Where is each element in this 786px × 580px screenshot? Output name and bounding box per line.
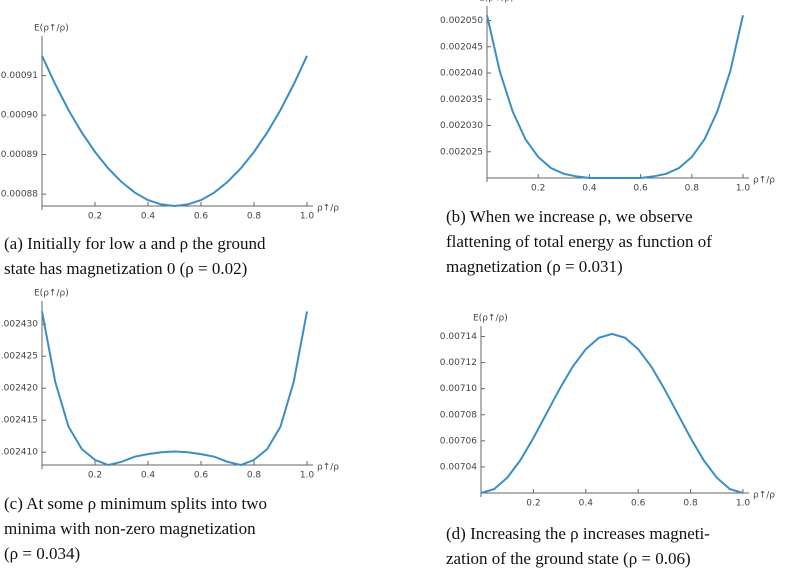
x-tick-label: 0.8 [247,212,262,222]
x-tick-label: 0.6 [631,499,646,509]
x-tick-label: 0.2 [531,184,545,194]
x-tick-label: 0.6 [633,184,648,194]
curve [41,311,308,467]
x-tick-label: 0.4 [582,184,597,194]
y-tick-label: 0.00089 [1,150,38,160]
x-tick-label: 0.8 [685,184,700,194]
x-tick-label: 1.0 [736,184,751,194]
x-tick-label: 0.2 [526,499,540,509]
caption: (b) When we increase ρ, we observe [446,207,693,226]
curve [486,15,744,179]
y-tick-label: 0.00708 [440,410,477,420]
y-tick-label: 0.00712 [440,358,477,368]
y-axis-label: E(ρ↑/ρ) [473,314,508,324]
caption: (c) At some ρ minimum splits into two [4,494,267,513]
x-tick-label: 0.4 [579,499,594,509]
y-axis-label: E(ρ↑/ρ) [34,289,69,299]
y-tick-label: 0.002045 [440,42,483,52]
x-axis-label: ρ↑/ρ [753,491,775,501]
x-tick-label: 1.0 [300,471,315,481]
x-tick-label: 0.2 [88,471,102,481]
x-tick-label: 1.0 [736,499,751,509]
y-tick-label: 0.002035 [440,95,483,105]
caption: (ρ = 0.034) [4,544,80,563]
x-tick-label: 0.6 [194,212,209,222]
x-axis-label: ρ↑/ρ [753,176,775,186]
x-tick-label: 0.8 [683,499,698,509]
y-tick-label: 0.002420 [0,384,38,394]
caption: (a) Initially for low a and ρ the ground [4,234,266,253]
caption: state has magnetization 0 (ρ = 0.02) [4,259,247,278]
y-tick-label: 0.002415 [0,416,38,426]
caption: flattening of total energy as function o… [446,232,712,251]
curve [480,332,744,494]
caption: minima with non-zero magnetization [4,519,256,538]
y-tick-label: 0.002025 [440,147,483,157]
caption: (d) Increasing the ρ increases magneti- [446,524,710,543]
y-tick-label: 0.00091 [1,71,38,81]
y-tick-label: 0.002410 [0,448,38,458]
y-tick-label: 0.00706 [440,436,477,446]
y-tick-label: 0.002430 [0,320,38,330]
x-tick-label: 0.2 [88,212,102,222]
y-tick-label: 0.00704 [440,462,477,472]
y-tick-label: 0.002040 [440,69,483,79]
caption: magnetization (ρ = 0.031) [446,257,623,276]
y-tick-label: 0.00088 [1,190,38,200]
y-tick-label: 0.002030 [440,121,483,131]
y-tick-label: 0.002050 [440,16,483,26]
y-tick-label: 0.00090 [1,111,38,121]
y-tick-label: 0.00710 [440,384,477,394]
curve [41,55,308,208]
y-axis-label: E(ρ↑/ρ) [479,0,514,4]
y-tick-label: 0.00714 [440,332,477,342]
x-tick-label: 0.4 [141,212,156,222]
caption: zation of the ground state (ρ = 0.06) [446,549,691,568]
y-axis-label: E(ρ↑/ρ) [34,24,69,34]
x-axis-label: ρ↑/ρ [317,204,339,214]
x-tick-label: 0.6 [194,471,209,481]
x-tick-label: 0.8 [247,471,262,481]
x-axis-label: ρ↑/ρ [317,463,339,473]
x-tick-label: 1.0 [300,212,315,222]
y-tick-label: 0.002425 [0,352,38,362]
x-tick-label: 0.4 [141,471,156,481]
